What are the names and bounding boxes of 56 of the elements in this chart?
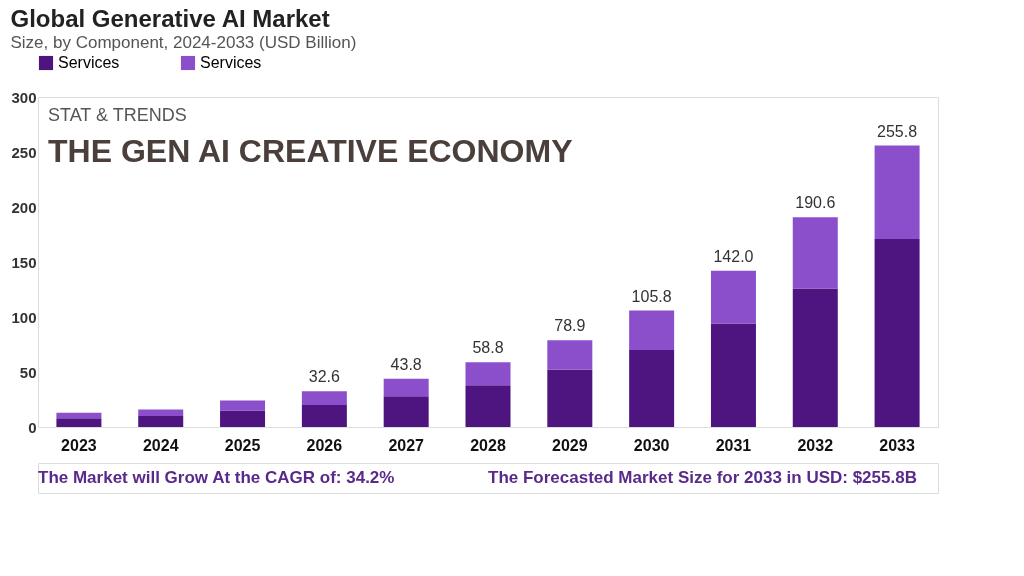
bar — [710, 323, 756, 427]
bar — [138, 409, 184, 416]
bar — [383, 396, 429, 427]
x-tick-label: 2027 — [388, 436, 425, 454]
bar — [547, 369, 593, 427]
x-tick-label: 2025 — [224, 436, 261, 454]
chart-title: Global Generative AI Market — [10, 5, 330, 32]
chart-subtitle: Size, by Component, 2024-2033 (USD Billion) — [10, 33, 357, 52]
bar — [138, 416, 184, 427]
x-tick-label: 2032 — [797, 436, 834, 454]
x-tick-label: 2026 — [306, 436, 343, 454]
total-label: 58.8 — [472, 339, 504, 357]
y-tick-label: 0 — [28, 418, 37, 436]
x-tick-label: 2024 — [142, 436, 179, 454]
bar — [547, 340, 593, 370]
bar — [710, 270, 756, 324]
bar — [465, 362, 511, 386]
total-label: 32.6 — [308, 368, 341, 386]
bar — [56, 418, 102, 427]
bar — [383, 378, 429, 397]
bar — [465, 385, 511, 427]
total-label: 142.0 — [713, 247, 754, 265]
y-tick-label: 100 — [11, 308, 37, 326]
bar — [220, 410, 266, 427]
bar — [301, 405, 347, 427]
total-label: 190.6 — [795, 194, 836, 212]
total-label: 78.9 — [554, 317, 586, 335]
text: The Forecasted Market Size for 2033 in USD: $255.8B — [488, 468, 917, 487]
y-tick-label: 300 — [11, 88, 37, 106]
total-label: 255.8 — [877, 122, 918, 140]
x-tick-label: 2029 — [552, 436, 588, 454]
y-tick-label: 50 — [19, 363, 37, 381]
legend-label: Services — [200, 54, 262, 71]
x-tick-label: 2031 — [715, 436, 752, 454]
bar — [874, 145, 920, 239]
annotation: THE GEN AI CREATIVE ECONOMY — [48, 133, 573, 169]
bar — [792, 288, 838, 427]
text: The Market will Grow At the CAGR of: 34.2% — [38, 468, 395, 487]
total-label: 43.8 — [390, 355, 422, 373]
x-tick-label: 2023 — [61, 436, 97, 454]
legend-label: Services — [58, 54, 120, 71]
y-tick-label: 250 — [11, 143, 37, 161]
y-tick-label: 200 — [11, 198, 37, 216]
x-tick-label: 2030 — [633, 436, 670, 454]
total-label: 105.8 — [631, 287, 672, 305]
bar — [301, 391, 347, 405]
bar — [874, 238, 920, 427]
x-tick-label: 2033 — [879, 436, 915, 454]
bar — [56, 412, 102, 419]
y-tick-label: 150 — [11, 253, 37, 271]
bar — [629, 310, 675, 350]
bar — [220, 400, 266, 411]
annotation: STAT & TRENDS — [48, 105, 187, 125]
bar — [629, 350, 675, 427]
x-tick-label: 2028 — [470, 436, 506, 454]
bar — [792, 217, 838, 289]
